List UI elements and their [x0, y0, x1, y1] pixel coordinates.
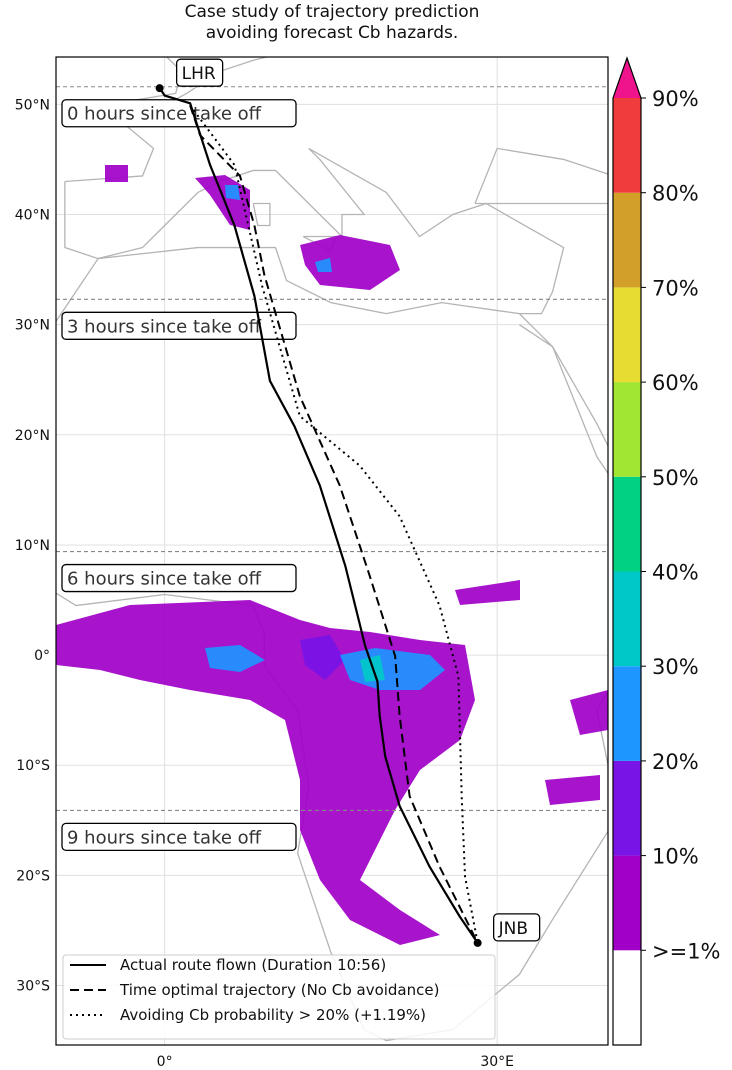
colorbar-tick-label: 60%: [652, 371, 699, 395]
lat-tick-label: 0°: [34, 648, 50, 664]
airport-marker: [473, 938, 482, 947]
colorbar-tick-label: 80%: [652, 182, 699, 206]
colorbar-bin: [613, 950, 641, 1045]
colorbar-tick-label: 30%: [652, 655, 699, 679]
colorbar-bin: [613, 192, 641, 288]
lon-tick-label: 30°E: [480, 1054, 514, 1070]
coastline: [56, 246, 608, 1042]
coastline: [64, 147, 565, 315]
airport-label: LHR: [182, 64, 216, 84]
lat-tick-label: 30°S: [16, 979, 50, 995]
legend-entry: Avoiding Cb probability > 20% (+1.19%): [120, 1006, 426, 1024]
colorbar-outline: [612, 56, 642, 1046]
title-line-2: avoiding forecast Cb hazards.: [205, 23, 459, 43]
lat-tick-label: 20°S: [16, 868, 50, 884]
colorbar-tick-label: 50%: [652, 466, 699, 490]
lat-tick-label: 10°N: [15, 538, 50, 554]
hazard-area: [315, 258, 332, 272]
lon-tick-label: 0°: [157, 1054, 173, 1070]
hazard-area: [56, 600, 475, 945]
time-marker-box: [61, 563, 297, 593]
chart-title: Case study of trajectory prediction avoi…: [56, 2, 608, 44]
colorbar-bin: [613, 666, 641, 761]
time-marker-label: 3 hours since take off: [67, 316, 262, 337]
colorbar-bin: [613, 476, 641, 572]
legend-box: [62, 954, 496, 1040]
coastline: [518, 324, 608, 448]
hazard-area: [455, 580, 520, 605]
hazard-area: [545, 775, 600, 805]
legend-entry: Actual route flown (Duration 10:56): [120, 956, 386, 974]
airport-label: JNB: [498, 919, 528, 939]
hazard-area: [300, 235, 400, 290]
lat-tick-label: 30°N: [15, 318, 50, 334]
colorbar-bin: [613, 287, 641, 383]
route-solid: [158, 87, 479, 944]
colorbar-tick-label: 90%: [652, 87, 699, 111]
route-dotted: [189, 104, 479, 944]
colorbar-tick-label: 70%: [652, 276, 699, 300]
time-marker-label: 6 hours since take off: [67, 569, 262, 590]
axis-ticks: 50°N 40°N 30°N 20°N 10°N 0° 10°S 20°S 30°S 0° 30°E: [15, 97, 514, 1070]
airport-label-box: [492, 913, 541, 942]
lat-tick-label: 10°S: [16, 758, 50, 774]
map-area: 0 hours since take off 3 hours since take…: [56, 57, 608, 1045]
colorbar-tick-label: 40%: [652, 561, 699, 585]
hazard-area: [570, 690, 608, 735]
title-line-1: Case study of trajectory prediction: [184, 2, 480, 22]
map-frame: [55, 56, 609, 1046]
time-marker-label: 9 hours since take off: [67, 827, 262, 848]
colorbar-tick-label: 20%: [652, 750, 699, 774]
legend-entry: Time optimal trajectory (No Cb avoidance…: [119, 981, 439, 999]
route-dashed: [189, 105, 479, 944]
colorbar-bin: [613, 760, 641, 856]
lat-tick-label: 40°N: [15, 208, 50, 224]
time-marker-label: 0 hours since take off: [67, 104, 262, 125]
hazard-area: [300, 635, 345, 680]
colorbar-tick-label: 10%: [652, 845, 699, 869]
lat-tick-label: 50°N: [15, 97, 50, 113]
coastline: [252, 202, 271, 227]
legend: Actual route flown (Duration 10:56) Time …: [62, 954, 496, 1040]
coastline: [474, 147, 608, 205]
hazard-area: [105, 165, 128, 182]
colorbar-bin: [613, 571, 641, 667]
hazard-area: [205, 645, 265, 672]
time-marker-box: [61, 822, 297, 852]
colorbar-bin: [613, 855, 641, 951]
hazard-area: [195, 175, 250, 230]
colorbar-bin: [613, 98, 641, 193]
time-marker-box: [61, 311, 297, 340]
colorbar: >=1% 10% 20% 30% 40% 50% 60% 70% 80% 90%: [612, 56, 721, 1046]
colorbar-extend-arrow: [613, 58, 641, 98]
airport-label-box: [175, 58, 224, 87]
hazard-area: [225, 185, 240, 200]
lat-tick-label: 20°N: [15, 428, 50, 444]
colorbar-tick-label: >=1%: [652, 939, 721, 963]
airport-marker: [155, 84, 164, 93]
colorbar-bin: [613, 382, 641, 477]
